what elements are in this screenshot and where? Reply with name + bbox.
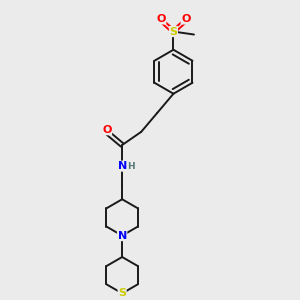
Text: N: N (118, 161, 127, 171)
Text: O: O (181, 14, 190, 24)
Text: S: S (118, 288, 126, 298)
Text: H: H (127, 162, 135, 171)
Text: O: O (157, 14, 166, 24)
Text: O: O (102, 125, 112, 135)
Text: N: N (118, 231, 127, 241)
Text: S: S (169, 27, 178, 37)
